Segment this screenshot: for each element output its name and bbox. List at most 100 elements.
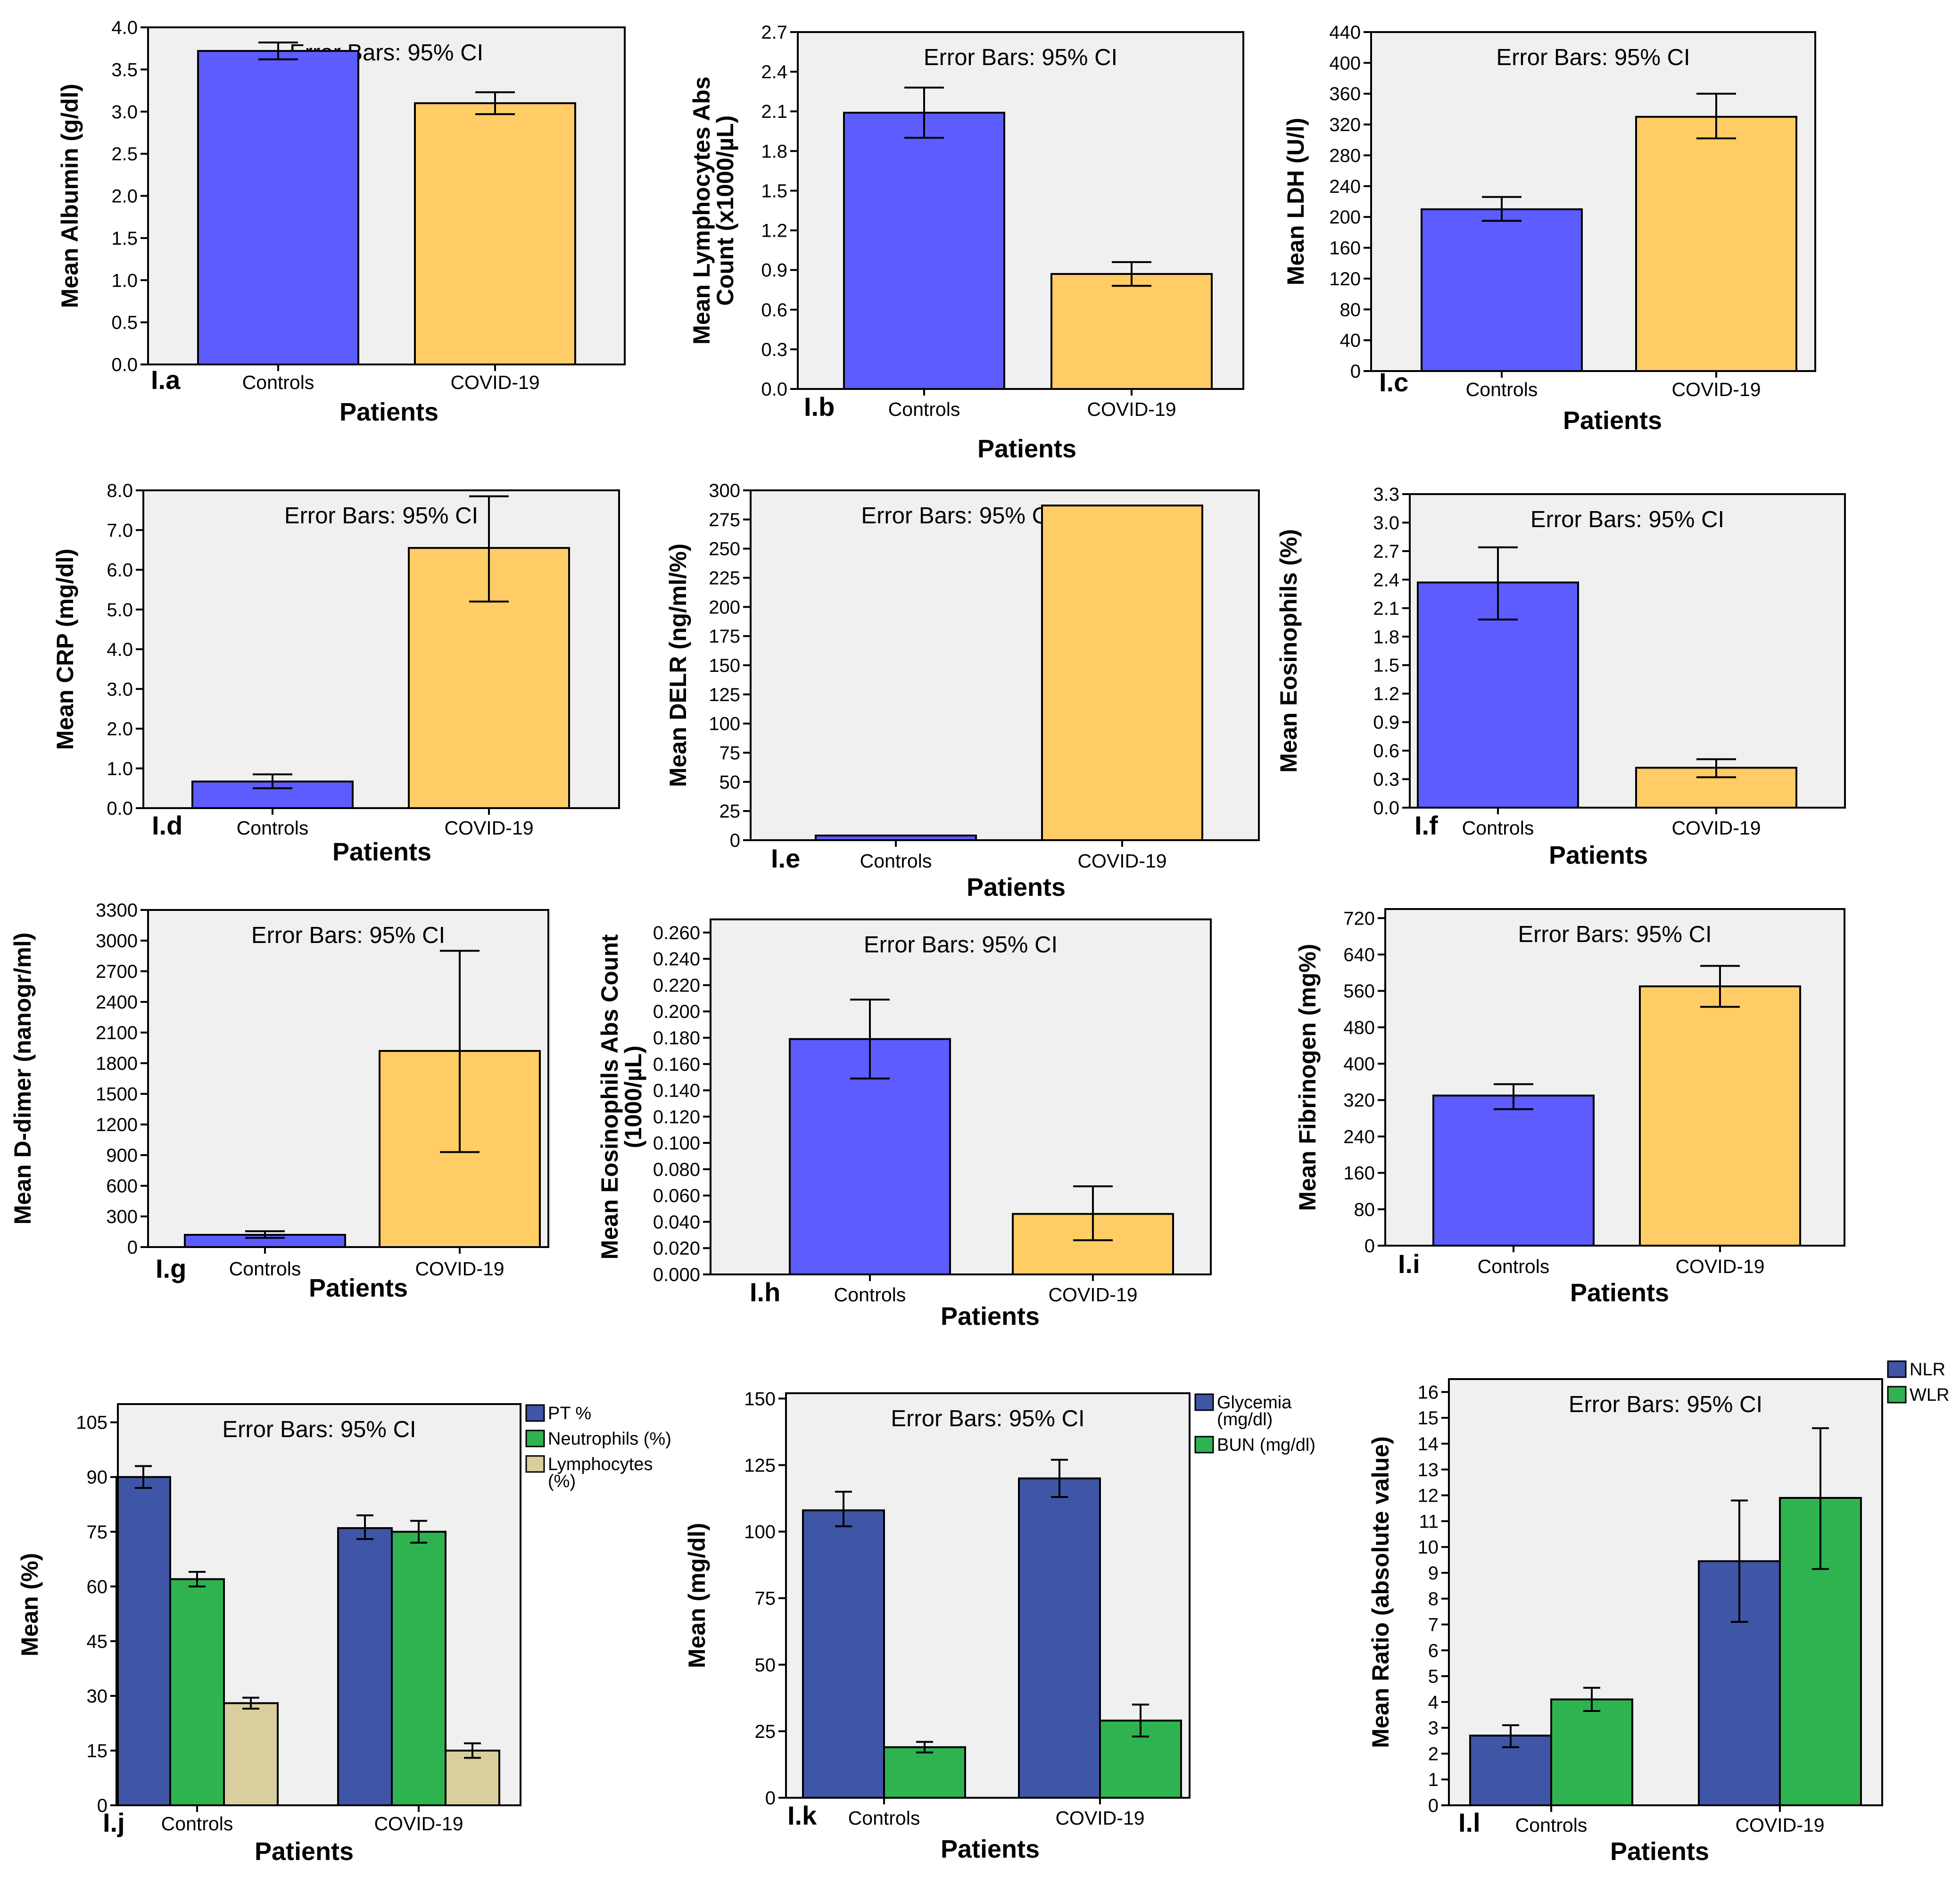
- y-axis-label: Mean CRP (mg/dl): [52, 549, 78, 750]
- y-tick-label: 320: [1329, 115, 1361, 135]
- legend-swatch: [1887, 1360, 1907, 1378]
- y-tick-label: 0.240: [653, 949, 700, 970]
- y-tick-label: 2: [1428, 1744, 1439, 1764]
- x-axis-label: Patients: [941, 1835, 1040, 1863]
- legend-label: Glycemia: [1217, 1393, 1292, 1413]
- bar: [197, 50, 359, 366]
- error-bars-label: Error Bars: 95% CI: [891, 1406, 1084, 1431]
- y-tick-label: 400: [1343, 1054, 1375, 1075]
- y-tick-label: 300: [106, 1207, 138, 1227]
- y-tick-label: 8.0: [107, 480, 133, 501]
- y-tick-label: 1: [1428, 1769, 1439, 1790]
- panel-label: I.j: [103, 1808, 125, 1837]
- legend-swatch: [525, 1430, 545, 1447]
- y-tick-label: 0.180: [653, 1028, 700, 1049]
- y-axis-label: Mean DELR (ng/ml/%): [665, 544, 691, 787]
- legend-swatch: [1887, 1386, 1907, 1404]
- y-tick-label: 100: [744, 1522, 776, 1543]
- y-tick-label: 900: [106, 1145, 138, 1166]
- panel-label: I.a: [151, 365, 181, 395]
- y-tick-label: 15: [87, 1741, 108, 1761]
- bar: [169, 1578, 225, 1806]
- y-tick-label: 440: [1329, 22, 1361, 43]
- chart-panel-i-d: Error Bars: 95% CI 0.0 1.0 2.0 3.0 4.0 5.0 6.0 7…: [52, 480, 620, 866]
- bar: [391, 1530, 447, 1806]
- x-tick-label: Controls: [1466, 379, 1538, 400]
- y-tick-label: 1.0: [111, 270, 138, 291]
- y-tick-label: 4.0: [111, 17, 138, 38]
- y-tick-label: 1.5: [1373, 655, 1399, 676]
- y-tick-label: 0.020: [653, 1238, 700, 1259]
- panel-label: I.l: [1458, 1808, 1480, 1837]
- y-tick-label: 3.5: [111, 59, 138, 80]
- y-tick-label: 1800: [96, 1053, 138, 1074]
- chart-panel-i-g: Error Bars: 95% CI 0 300 600 900 1200 1500 1800…: [9, 900, 549, 1302]
- y-tick-label: 2.7: [761, 22, 787, 43]
- panel-label: I.b: [804, 392, 835, 422]
- chart-panel-i-f: Error Bars: 95% CI 0.0 0.3 0.6 0.9 1.2 1.5 1.8 2…: [1275, 484, 1846, 869]
- y-tick-label: 25: [719, 801, 741, 822]
- x-tick-label: Controls: [242, 372, 314, 393]
- y-tick-label: 1.0: [107, 759, 133, 779]
- chart-panel-i-j: Error Bars: 95% CI 0 15 30 45 60 75 90 105 Mean (…: [17, 1403, 671, 1866]
- x-tick-label: COVID-19: [1671, 817, 1761, 839]
- error-bars-label: Error Bars: 95% CI: [1530, 507, 1724, 532]
- x-axis-label: Patients: [339, 398, 438, 426]
- y-tick-label: 80: [1354, 1199, 1375, 1220]
- y-tick-label: 0: [1365, 1236, 1375, 1256]
- x-axis-label: Patients: [977, 435, 1076, 463]
- x-tick-label: Controls: [848, 1807, 920, 1829]
- y-tick-label: 175: [709, 626, 740, 647]
- y-tick-label: 3.0: [1373, 513, 1399, 533]
- y-tick-label: 120: [1329, 269, 1361, 289]
- y-tick-label: 0.100: [653, 1133, 700, 1154]
- y-axis-label: Count (x1000/µL): [712, 116, 738, 306]
- error-bars-label: Error Bars: 95% CI: [1518, 922, 1712, 947]
- y-axis-label: Mean Albumin (g/dl): [57, 84, 83, 308]
- y-tick-label: 90: [87, 1467, 108, 1488]
- y-tick-label: 150: [709, 655, 740, 676]
- legend-label: Neutrophils (%): [548, 1429, 671, 1449]
- y-axis-label: Mean (%): [17, 1553, 43, 1656]
- y-tick-label: 0.9: [761, 260, 787, 281]
- y-tick-label: 14: [1418, 1434, 1439, 1455]
- legend-label: (mg/dl): [1217, 1410, 1273, 1430]
- y-axis-label: Mean Ratio (absolute value): [1367, 1436, 1394, 1748]
- error-bars-label: Error Bars: 95% CI: [251, 923, 445, 948]
- y-tick-label: 25: [755, 1721, 776, 1742]
- x-tick-label: COVID-19: [374, 1813, 463, 1835]
- bar: [1018, 1477, 1101, 1799]
- y-tick-label: 3.0: [111, 102, 138, 123]
- bar: [445, 1749, 500, 1807]
- y-tick-label: 75: [755, 1588, 776, 1609]
- y-tick-label: 1.5: [761, 181, 787, 201]
- legend-swatch: [1194, 1393, 1214, 1411]
- bar: [1635, 116, 1797, 372]
- x-tick-label: COVID-19: [1675, 1256, 1764, 1277]
- panel-label: I.i: [1398, 1249, 1420, 1279]
- y-tick-label: 0.120: [653, 1107, 700, 1127]
- panel-label: I.e: [771, 843, 800, 873]
- y-tick-label: 1.2: [1373, 684, 1399, 704]
- y-tick-label: 0.200: [653, 1001, 700, 1022]
- y-tick-label: 45: [87, 1631, 108, 1652]
- bar: [802, 1509, 885, 1799]
- y-tick-label: 50: [755, 1655, 776, 1676]
- y-tick-label: 5.0: [107, 600, 133, 620]
- y-axis-label: Mean Lymphocytes Abs: [688, 76, 715, 345]
- y-tick-label: 2100: [96, 1023, 138, 1043]
- y-tick-label: 2700: [96, 961, 138, 982]
- y-tick-label: 0.000: [653, 1265, 700, 1285]
- y-tick-label: 275: [709, 510, 740, 530]
- y-tick-label: 3300: [96, 900, 138, 921]
- y-tick-label: 7: [1428, 1614, 1439, 1635]
- bar: [883, 1746, 966, 1799]
- panel-label: I.h: [750, 1277, 780, 1307]
- y-tick-label: 3.0: [107, 679, 133, 700]
- y-tick-label: 0.0: [1373, 798, 1399, 818]
- y-tick-label: 3.3: [1373, 484, 1399, 505]
- x-tick-label: COVID-19: [1087, 398, 1176, 420]
- y-tick-label: 7.0: [107, 520, 133, 541]
- y-tick-label: 0.3: [1373, 769, 1399, 790]
